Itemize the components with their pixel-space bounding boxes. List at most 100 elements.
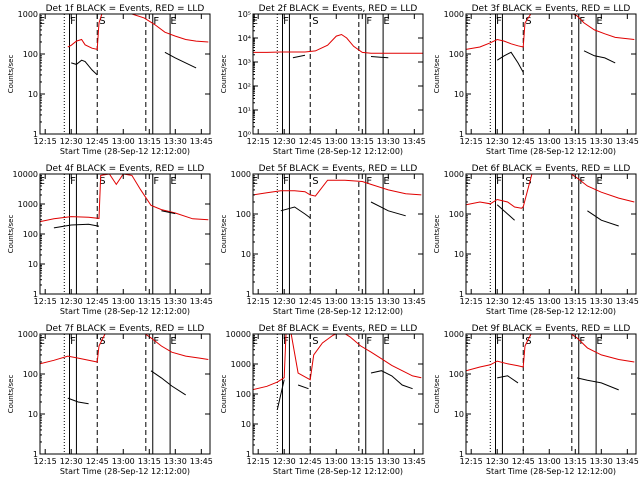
- x-axis-label: Start Time (28-Sep-12 12:12:00): [60, 307, 190, 316]
- lld-series-line: [253, 179, 422, 197]
- x-axis-label: Start Time (28-Sep-12 12:12:00): [486, 307, 616, 316]
- y-tick-label: 10000: [226, 330, 251, 339]
- y-axis-label: Counts/sec: [433, 215, 441, 254]
- y-tick-label: 100: [23, 370, 38, 379]
- x-tick-label: 13:15: [564, 457, 587, 466]
- y-tick-label: 1000: [231, 170, 251, 179]
- panel-title: Det 6f BLACK = Events, RED = LLD: [472, 164, 631, 174]
- x-tick-label: 12:15: [460, 297, 483, 306]
- x-tick-label: 12:15: [247, 457, 270, 466]
- y-tick-label: 1: [459, 450, 464, 459]
- x-tick-label: 13:30: [377, 297, 400, 306]
- phase-marker-label: S: [312, 16, 318, 27]
- phase-marker-label: E: [383, 176, 389, 187]
- y-tick-label: 1: [33, 130, 38, 139]
- y-tick-label: 1000: [18, 330, 38, 339]
- x-tick-label: 12:15: [34, 297, 57, 306]
- phase-marker-label: S: [525, 336, 531, 347]
- plot-frame: [252, 333, 424, 455]
- x-axis-label: Start Time (28-Sep-12 12:12:00): [273, 307, 403, 316]
- panel-title: Det 3f BLACK = Events, RED = LLD: [472, 4, 631, 14]
- events-series-line: [280, 201, 406, 219]
- x-axis-label: Start Time (28-Sep-12 12:12:00): [60, 467, 190, 476]
- x-tick-label: 12:30: [486, 297, 509, 306]
- x-tick-label: 12:45: [299, 137, 322, 146]
- y-tick-label: 1000: [444, 330, 464, 339]
- x-tick-label: 12:45: [512, 297, 535, 306]
- phase-marker-label: E: [596, 336, 602, 347]
- x-tick-label: 13:15: [564, 297, 587, 306]
- x-tick-label: 13:30: [164, 297, 187, 306]
- phase-marker-label: F: [70, 336, 76, 347]
- events-series-line: [67, 370, 186, 405]
- lld-series-line: [466, 14, 635, 50]
- x-tick-label: 13:00: [538, 297, 561, 306]
- y-axis-label: Counts/sec: [220, 55, 228, 94]
- x-tick-label: 13:30: [590, 297, 613, 306]
- x-tick-label: 13:45: [190, 457, 213, 466]
- panel-title: Det 9f BLACK = Events, RED = LLD: [472, 324, 631, 334]
- y-tick-label: 10¹: [238, 106, 251, 115]
- phase-marker-label: E: [170, 336, 176, 347]
- phase-marker-label: E: [465, 16, 471, 27]
- x-tick-label: 13:45: [190, 297, 213, 306]
- x-tick-label: 12:30: [486, 137, 509, 146]
- y-tick-label: 10: [241, 420, 251, 429]
- plot-frame: [39, 173, 211, 295]
- x-tick-label: 13:45: [403, 457, 426, 466]
- phase-marker-label: E: [465, 336, 471, 347]
- panel-title: Det 8f BLACK = Events, RED = LLD: [259, 324, 418, 334]
- phase-marker-label: E: [383, 336, 389, 347]
- phase-marker-label: F: [366, 176, 372, 187]
- x-axis-label: Start Time (28-Sep-12 12:12:00): [60, 147, 190, 156]
- x-axis-label: Start Time (28-Sep-12 12:12:00): [273, 467, 403, 476]
- phase-marker-label: S: [99, 16, 105, 27]
- y-tick-label: 10³: [238, 58, 251, 67]
- x-tick-label: 13:15: [351, 137, 374, 146]
- phase-marker-label: F: [496, 336, 502, 347]
- y-axis-label: Counts/sec: [433, 55, 441, 94]
- y-tick-label: 10: [454, 410, 464, 419]
- phase-marker-label: E: [465, 176, 471, 187]
- y-tick-label: 100: [23, 230, 38, 239]
- x-tick-label: 12:30: [273, 297, 296, 306]
- y-tick-label: 1: [33, 290, 38, 299]
- y-tick-label: 1: [459, 290, 464, 299]
- y-axis-label: Counts/sec: [220, 215, 228, 254]
- x-tick-label: 13:00: [112, 137, 135, 146]
- y-tick-label: 1000: [231, 360, 251, 369]
- x-tick-label: 12:45: [512, 457, 535, 466]
- phase-marker-label: E: [383, 16, 389, 27]
- panel-title: Det 2f BLACK = Events, RED = LLD: [259, 4, 418, 14]
- phase-marker-label: E: [596, 176, 602, 187]
- x-tick-label: 13:30: [164, 137, 187, 146]
- phase-marker-label: E: [596, 16, 602, 27]
- x-tick-label: 13:15: [351, 457, 374, 466]
- x-tick-label: 12:45: [299, 297, 322, 306]
- y-tick-label: 1: [459, 130, 464, 139]
- x-tick-label: 12:30: [273, 137, 296, 146]
- phase-marker-label: E: [39, 16, 45, 27]
- x-tick-label: 13:15: [351, 297, 374, 306]
- phase-marker-label: F: [496, 16, 502, 27]
- phase-marker-label: F: [579, 336, 585, 347]
- x-tick-label: 12:30: [486, 457, 509, 466]
- y-tick-label: 10: [241, 250, 251, 259]
- x-tick-label: 13:45: [403, 137, 426, 146]
- lld-series-line: [253, 334, 422, 391]
- x-tick-label: 12:30: [273, 457, 296, 466]
- x-tick-label: 13:30: [590, 457, 613, 466]
- x-axis-label: Start Time (28-Sep-12 12:12:00): [273, 147, 403, 156]
- y-tick-label: 10: [28, 260, 38, 269]
- x-tick-label: 13:30: [377, 457, 400, 466]
- x-tick-label: 13:15: [138, 137, 161, 146]
- events-series-line: [496, 50, 616, 73]
- plot-frame: [465, 173, 637, 295]
- phase-marker-label: F: [283, 176, 289, 187]
- plot-frame: [252, 13, 424, 135]
- panel-title: Det 4f BLACK = Events, RED = LLD: [46, 164, 205, 174]
